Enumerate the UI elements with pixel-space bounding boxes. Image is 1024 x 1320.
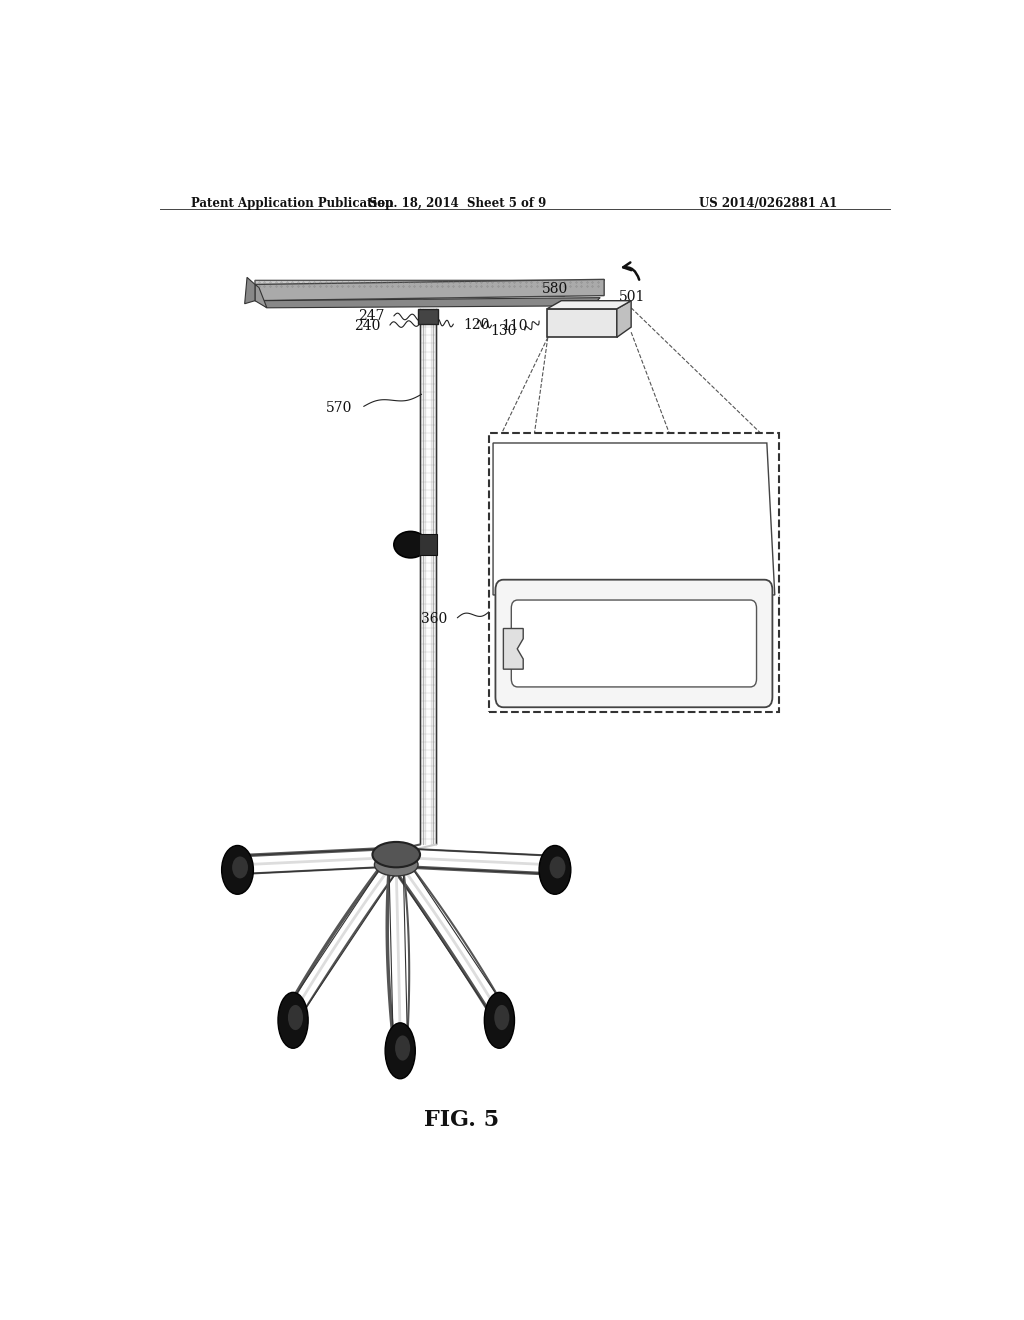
Polygon shape <box>255 280 604 301</box>
Polygon shape <box>259 297 600 308</box>
Bar <box>489 433 778 713</box>
FancyBboxPatch shape <box>496 579 772 708</box>
Text: 120: 120 <box>463 318 489 333</box>
Text: 247: 247 <box>357 309 384 323</box>
Ellipse shape <box>221 846 253 894</box>
Text: 580: 580 <box>542 281 568 296</box>
Ellipse shape <box>394 532 427 558</box>
Text: 240: 240 <box>354 319 380 333</box>
Polygon shape <box>504 628 523 669</box>
FancyBboxPatch shape <box>511 601 757 686</box>
Ellipse shape <box>278 993 308 1048</box>
Polygon shape <box>255 284 267 308</box>
Polygon shape <box>245 277 255 304</box>
Text: Sep. 18, 2014  Sheet 5 of 9: Sep. 18, 2014 Sheet 5 of 9 <box>369 197 546 210</box>
Text: 360: 360 <box>421 612 447 626</box>
Ellipse shape <box>375 854 418 876</box>
Text: FIG. 5: FIG. 5 <box>424 1109 499 1131</box>
Bar <box>547 309 616 338</box>
Text: 350: 350 <box>540 453 566 467</box>
Ellipse shape <box>385 1023 416 1078</box>
Ellipse shape <box>495 1005 509 1030</box>
Text: 501: 501 <box>618 289 645 304</box>
Ellipse shape <box>288 1005 303 1030</box>
Text: US 2014/0262881 A1: US 2014/0262881 A1 <box>699 197 838 210</box>
Bar <box>418 309 438 325</box>
Polygon shape <box>494 444 775 595</box>
Polygon shape <box>616 301 631 338</box>
Ellipse shape <box>539 846 570 894</box>
Ellipse shape <box>373 842 420 867</box>
Ellipse shape <box>232 857 248 878</box>
Text: 130: 130 <box>490 325 517 338</box>
Ellipse shape <box>395 1035 411 1060</box>
Ellipse shape <box>550 857 565 878</box>
Text: 570: 570 <box>326 401 352 416</box>
Polygon shape <box>255 280 604 288</box>
Polygon shape <box>547 301 631 309</box>
Text: Patent Application Publication: Patent Application Publication <box>191 197 394 210</box>
Bar <box>419 535 436 554</box>
Ellipse shape <box>484 993 514 1048</box>
Text: 110: 110 <box>501 319 527 333</box>
